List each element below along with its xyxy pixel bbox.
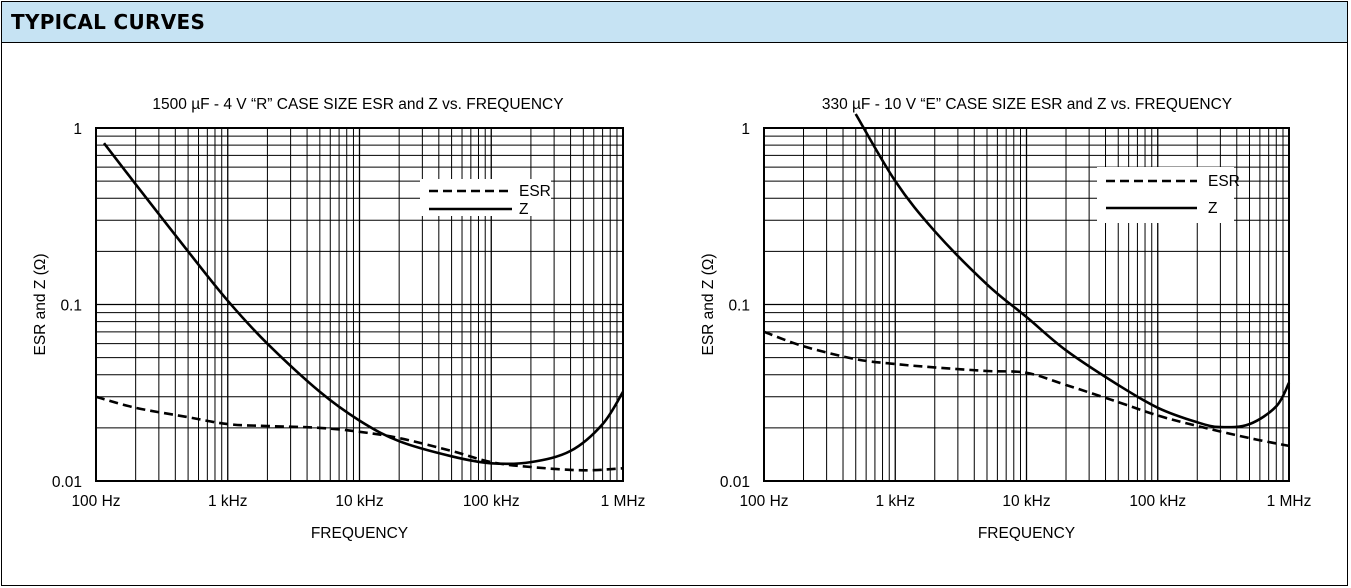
plot-frame <box>95 127 624 482</box>
y-tick-label: 0.1 <box>60 298 82 315</box>
section-header: TYPICAL CURVES <box>2 2 1347 43</box>
section-title: TYPICAL CURVES <box>11 10 206 34</box>
y-tick-label: 0.1 <box>728 298 750 315</box>
grid <box>95 128 623 482</box>
chart-title: 330 µF - 10 V “E” CASE SIZE ESR and Z vs… <box>822 96 1232 113</box>
x-tick-label: 1 MHz <box>1267 493 1312 510</box>
chart-title: 1500 µF - 4 V “R” CASE SIZE ESR and Z vs… <box>152 96 563 113</box>
legend-label-esr: ESR <box>1208 173 1240 190</box>
x-tick-label: 100 kHz <box>463 493 520 510</box>
x-tick-label: 100 Hz <box>71 493 120 510</box>
x-tick-label: 10 kHz <box>1002 493 1050 510</box>
series-esr-line <box>95 395 624 472</box>
x-tick-label: 100 Hz <box>739 493 788 510</box>
series-esr-line <box>763 330 1290 448</box>
x-tick-label: 1 MHz <box>601 493 646 510</box>
x-tick-label: 100 kHz <box>1129 493 1186 510</box>
legend-label-z: Z <box>1208 200 1217 217</box>
y-axis-label: ESR and Z (Ω) <box>700 253 717 355</box>
legend-label-z: Z <box>519 201 528 218</box>
chart-2: ESR Z 330 µF - 10 V “E” CASE SIZE ESR and … <box>700 96 1311 542</box>
legend-background <box>1097 167 1234 223</box>
series-z-line <box>102 142 625 466</box>
x-tick-label: 1 kHz <box>208 493 248 510</box>
x-tick-label: 1 kHz <box>875 493 915 510</box>
y-tick-label: 0.01 <box>720 474 750 491</box>
plot-frame <box>763 127 1290 482</box>
y-tick-label: 0.01 <box>52 474 82 491</box>
x-tick-label: 10 kHz <box>335 493 383 510</box>
legend-label-esr: ESR <box>519 183 551 200</box>
y-tick-label: 1 <box>73 121 82 138</box>
y-tick-label: 1 <box>741 121 750 138</box>
x-axis-label: FREQUENCY <box>311 525 408 542</box>
x-axis-label: FREQUENCY <box>978 525 1075 542</box>
y-axis-label: ESR and Z (Ω) <box>32 253 49 355</box>
series-z-line <box>854 113 1291 429</box>
legend: ESR Z <box>1106 173 1240 217</box>
